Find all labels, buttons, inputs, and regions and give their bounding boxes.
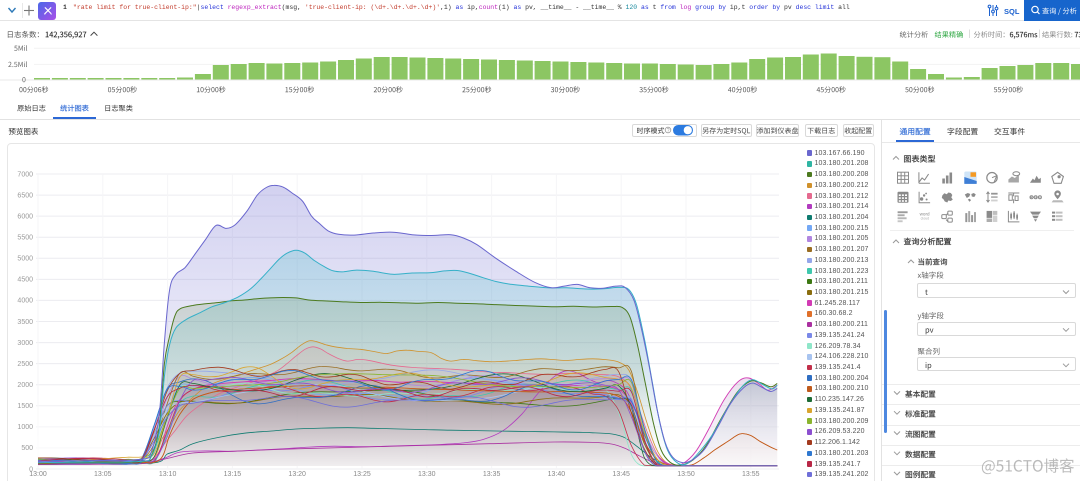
- svg-text:cloud: cloud: [921, 217, 930, 221]
- svg-text:13:10: 13:10: [159, 471, 177, 478]
- svg-text:13:20: 13:20: [288, 471, 306, 478]
- svg-text:7000: 7000: [17, 171, 33, 178]
- svg-text:6000: 6000: [17, 213, 33, 220]
- svg-text:13:45: 13:45: [612, 471, 630, 478]
- svg-text:13:55: 13:55: [742, 471, 760, 478]
- svg-text:13:50: 13:50: [677, 471, 695, 478]
- svg-text:1500: 1500: [17, 403, 33, 410]
- svg-text:word: word: [920, 212, 930, 217]
- svg-text:4500: 4500: [17, 277, 33, 284]
- svg-text:13:15: 13:15: [224, 471, 242, 478]
- svg-text:13:00: 13:00: [29, 471, 47, 478]
- svg-text:5500: 5500: [17, 235, 33, 242]
- svg-text:?: ?: [667, 128, 670, 134]
- svg-text:SQL: SQL: [1004, 7, 1020, 16]
- svg-text:6500: 6500: [17, 192, 33, 199]
- svg-text:13:40: 13:40: [548, 471, 566, 478]
- svg-text:1000: 1000: [17, 424, 33, 431]
- svg-text:4000: 4000: [17, 298, 33, 305]
- svg-text:0: 0: [29, 466, 33, 473]
- svg-text:2000: 2000: [17, 382, 33, 389]
- svg-text:500: 500: [21, 445, 33, 452]
- svg-text:13:35: 13:35: [483, 471, 501, 478]
- svg-text:2500: 2500: [17, 361, 33, 368]
- svg-text:5000: 5000: [17, 256, 33, 263]
- svg-text:13:05: 13:05: [94, 471, 112, 478]
- svg-text:13:30: 13:30: [418, 471, 436, 478]
- svg-text:3000: 3000: [17, 340, 33, 347]
- svg-text:13:25: 13:25: [353, 471, 371, 478]
- svg-text:3500: 3500: [17, 319, 33, 326]
